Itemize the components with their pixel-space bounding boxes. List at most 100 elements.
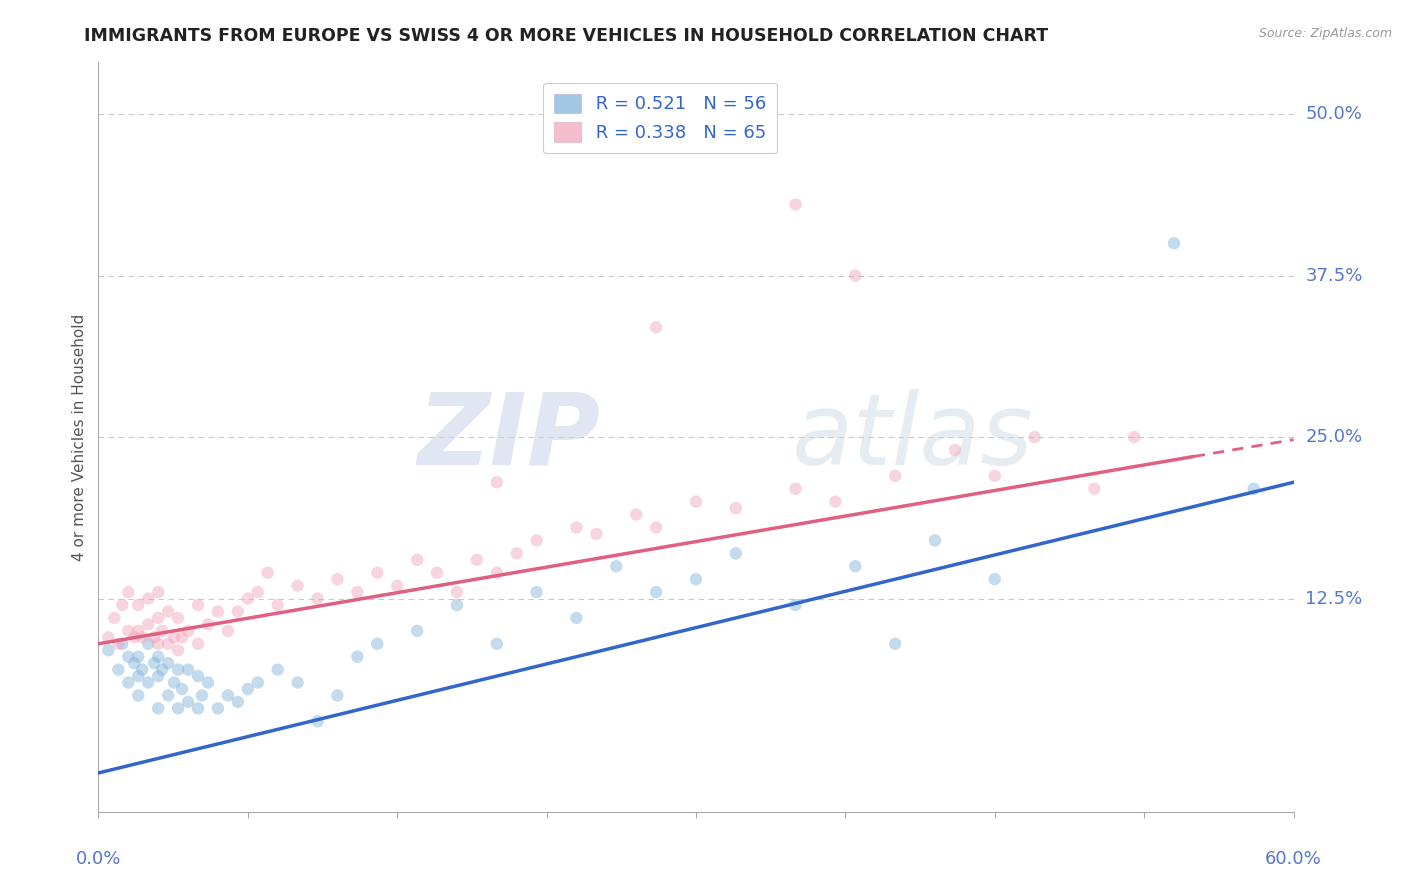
Point — [207, 701, 229, 715]
Point — [148, 669, 170, 683]
Point — [485, 566, 508, 580]
Point — [177, 624, 200, 638]
Point — [366, 566, 388, 580]
Point — [645, 320, 668, 334]
Point — [366, 637, 388, 651]
Point — [157, 637, 180, 651]
Point — [207, 605, 229, 619]
Text: 50.0%: 50.0% — [1306, 105, 1362, 123]
Point — [97, 630, 120, 644]
Point — [256, 566, 278, 580]
Point — [157, 656, 180, 670]
Point — [217, 624, 239, 638]
Point — [226, 695, 249, 709]
Point — [526, 585, 548, 599]
Point — [97, 643, 120, 657]
Point — [150, 624, 173, 638]
Point — [506, 546, 529, 560]
Point — [246, 585, 269, 599]
Legend:  R = 0.521   N = 56,  R = 0.338   N = 65: R = 0.521 N = 56, R = 0.338 N = 65 — [543, 83, 778, 153]
Point — [1024, 430, 1046, 444]
Point — [107, 637, 129, 651]
Point — [724, 501, 747, 516]
Point — [187, 637, 209, 651]
Point — [167, 643, 190, 657]
Point — [645, 520, 668, 534]
Point — [148, 649, 170, 664]
Point — [117, 585, 139, 599]
Point — [111, 637, 134, 651]
Point — [267, 598, 290, 612]
Point — [1123, 430, 1146, 444]
Point — [148, 637, 170, 651]
Point — [136, 617, 159, 632]
Point — [103, 611, 125, 625]
Point — [163, 675, 186, 690]
Point — [724, 546, 747, 560]
Point — [785, 197, 807, 211]
Point — [446, 598, 468, 612]
Point — [177, 663, 200, 677]
Point — [143, 630, 166, 644]
Point — [824, 494, 846, 508]
Point — [785, 482, 807, 496]
Point — [172, 630, 194, 644]
Point — [163, 630, 186, 644]
Point — [127, 598, 149, 612]
Point — [1243, 482, 1265, 496]
Point — [426, 566, 449, 580]
Point — [143, 656, 166, 670]
Point — [446, 585, 468, 599]
Point — [136, 675, 159, 690]
Point — [187, 701, 209, 715]
Point — [127, 669, 149, 683]
Point — [124, 630, 146, 644]
Point — [148, 701, 170, 715]
Point — [984, 468, 1007, 483]
Point — [626, 508, 648, 522]
Text: atlas: atlas — [792, 389, 1033, 485]
Point — [187, 598, 209, 612]
Point — [924, 533, 946, 548]
Point — [131, 630, 153, 644]
Point — [685, 494, 707, 508]
Point — [236, 681, 259, 696]
Point — [526, 533, 548, 548]
Point — [485, 475, 508, 490]
Text: ZIP: ZIP — [418, 389, 600, 485]
Point — [287, 579, 309, 593]
Point — [107, 663, 129, 677]
Point — [585, 527, 607, 541]
Point — [148, 585, 170, 599]
Point — [1163, 236, 1185, 251]
Point — [884, 637, 907, 651]
Point — [884, 468, 907, 483]
Text: 60.0%: 60.0% — [1265, 850, 1322, 869]
Point — [346, 649, 368, 664]
Point — [267, 663, 290, 677]
Point — [217, 689, 239, 703]
Point — [226, 605, 249, 619]
Point — [645, 585, 668, 599]
Point — [191, 689, 214, 703]
Point — [167, 701, 190, 715]
Point — [117, 624, 139, 638]
Point — [136, 637, 159, 651]
Point — [485, 637, 508, 651]
Point — [197, 617, 219, 632]
Point — [150, 663, 173, 677]
Point — [465, 553, 488, 567]
Point — [844, 268, 866, 283]
Point — [565, 520, 588, 534]
Point — [685, 572, 707, 586]
Point — [943, 442, 966, 457]
Text: 25.0%: 25.0% — [1306, 428, 1362, 446]
Point — [187, 669, 209, 683]
Point — [785, 598, 807, 612]
Point — [246, 675, 269, 690]
Point — [136, 591, 159, 606]
Point — [117, 675, 139, 690]
Point — [236, 591, 259, 606]
Point — [111, 598, 134, 612]
Point — [148, 611, 170, 625]
